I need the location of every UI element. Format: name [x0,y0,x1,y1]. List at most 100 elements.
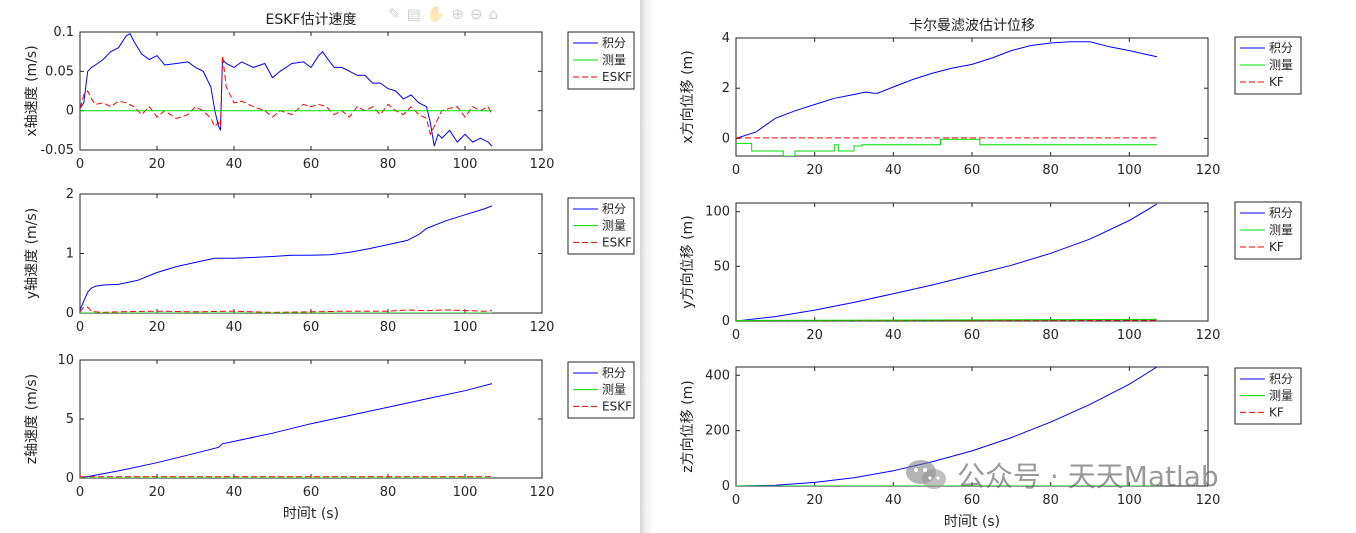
legend-entry: KF [1269,75,1284,89]
y-tick-label: 0 [66,104,74,119]
x-tick-label: 0 [732,493,740,508]
y-axis-label: x方向位移 (m) [680,50,696,143]
plot-area [735,202,1209,322]
legend-entry: 测量 [602,53,626,67]
zoom-out-icon[interactable]: ⊖ [470,5,483,23]
x-tick-label: 20 [149,157,166,172]
y-tick-label: 2 [66,187,74,202]
series-line-integral [736,41,1158,139]
x-tick-label: 40 [885,328,902,343]
legend-entry: 测量 [602,219,626,233]
x-tick-label: 40 [885,493,902,508]
y-tick-label: 4 [722,31,730,46]
plot-area [79,193,543,314]
x-tick-label: 80 [380,320,397,335]
x-tick-label: 60 [303,320,320,335]
brush-icon[interactable]: ✎ [388,5,401,23]
y-axis-label: y方向位移 (m) [680,215,696,308]
chart-kf_pz: 0 20 40 60 80 100 120 0 200 400 z方向位移 (m) 时间t (s) 积分… [680,366,1302,530]
y-tick-label: 5 [66,412,74,427]
window-divider [640,0,654,533]
series-line-measurement [736,138,1157,156]
y-tick-label: 2 [722,81,730,96]
series-line-integral [80,32,493,147]
x-tick-label: 80 [1042,328,1059,343]
y-tick-label: 0 [66,471,74,486]
home-icon[interactable]: ⌂ [488,5,499,23]
x-tick-label: 120 [530,485,555,500]
x-tick-label: 0 [76,157,84,172]
x-tick-label: 80 [1042,163,1059,178]
x-tick-label: 100 [1117,493,1142,508]
series-line-integral [736,203,1158,321]
x-tick-label: 120 [530,320,555,335]
plot-area [79,31,543,151]
x-tick-label: 20 [806,328,823,343]
legend-entry: 积分 [602,202,626,216]
legend-entry: ESKF [602,70,632,84]
pan-icon[interactable]: ✋ [426,5,446,23]
legend-entry: 测量 [1269,58,1293,72]
y-tick-label: 50 [713,259,730,274]
y-axis-label: z方向位移 (m) [680,380,696,472]
legend-entry: 测量 [1269,223,1293,237]
wechat-logo-icon [906,460,946,489]
y-tick-label: -0.05 [40,143,74,158]
zoom-in-icon[interactable]: ⊕ [451,5,465,23]
x-tick-label: 120 [1196,493,1221,508]
legend-entry: KF [1269,405,1284,419]
y-axis-label: z轴速度 (m/s) [24,374,40,464]
x-tick-label: 0 [76,485,84,500]
x-tick-label: 0 [76,320,84,335]
x-tick-label: 60 [964,328,981,343]
x-tick-label: 100 [453,320,478,335]
y-tick-label: 0.1 [53,25,74,40]
legend-entry: 积分 [1269,372,1293,386]
plot-area [735,37,1209,157]
plot-area [79,359,543,479]
data-tip-icon[interactable]: ▤ [406,5,421,23]
x-tick-label: 120 [1196,163,1221,178]
x-tick-label: 60 [964,163,981,178]
legend-entry: 积分 [602,36,626,50]
x-tick-label: 120 [1196,328,1221,343]
legend-entry: ESKF [602,235,632,249]
x-tick-label: 100 [453,157,478,172]
x-tick-label: 20 [806,493,823,508]
x-tick-label: 60 [303,485,320,500]
y-tick-label: 100 [705,205,730,220]
legend-entry: 积分 [602,366,626,380]
y-tick-label: 400 [705,368,730,383]
y-tick-label: 10 [57,353,74,368]
y-tick-label: 0 [722,479,730,494]
x-tick-label: 100 [1117,163,1142,178]
y-tick-label: 1 [66,247,74,262]
y-tick-label: 0 [722,131,730,146]
x-tick-label: 100 [453,485,478,500]
chart-title: 卡尔曼滤波估计位移 [909,18,1035,34]
series-line-integral [80,383,493,478]
y-axis-label: y轴速度 (m/s) [24,208,40,299]
legend-entry: ESKF [602,399,632,413]
y-tick-label: 0 [722,314,730,329]
x-tick-label: 20 [806,163,823,178]
series-line-integral [736,367,1158,486]
chart-kf_px: 0 20 40 60 80 100 120 0 2 4 卡尔曼滤波估计位移 x方向位移 (m) 积分测量… [680,18,1302,178]
series-line-measurement [736,318,1157,321]
watermark-text: 公众号 · 天天Matlab [957,460,1219,493]
legend-entry: KF [1269,240,1284,254]
x-tick-label: 40 [226,485,243,500]
x-tick-label: 100 [1117,328,1142,343]
y-tick-label: 0.05 [45,64,74,79]
x-tick-label: 40 [885,163,902,178]
legend-entry: 积分 [1269,206,1293,220]
legend-entry: 积分 [1269,41,1293,55]
x-tick-label: 0 [732,328,740,343]
